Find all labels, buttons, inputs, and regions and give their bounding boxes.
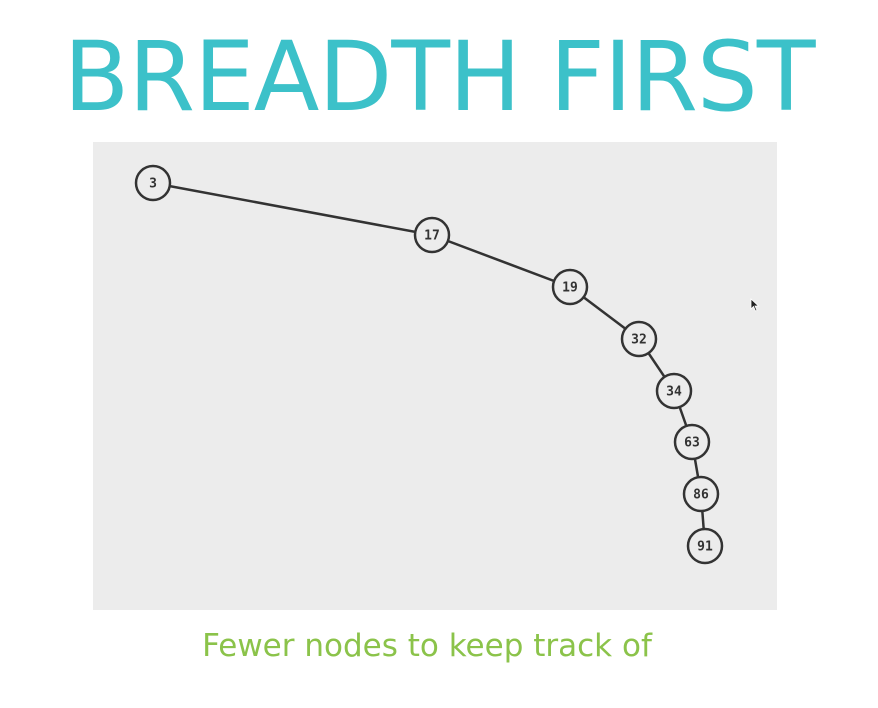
slide-subtitle: Fewer nodes to keep track of [202,628,652,664]
node-circle [413,216,451,254]
node-circle [620,320,658,358]
node-label: 86 [693,488,709,503]
edge-n17-n19 [431,233,571,289]
node-circle [134,164,172,202]
node-label: 17 [424,229,440,244]
edge-n3-n17 [152,181,433,237]
tree-node-19: 19 [551,268,589,306]
nodes-layer: 3 17 19 32 34 63 86 91 [134,164,724,565]
tree-node-34: 34 [655,372,693,410]
node-circle [673,423,711,461]
tree-node-91: 91 [686,527,724,565]
node-label: 63 [684,436,700,451]
node-circle [686,527,724,565]
tree-node-32: 32 [620,320,658,358]
tree-diagram-panel: 3 17 19 32 34 63 86 91 [93,142,777,610]
node-label: 19 [562,281,578,296]
node-label: 34 [666,385,682,400]
tree-diagram: 3 17 19 32 34 63 86 91 [134,164,724,565]
node-circle [682,475,720,513]
tree-node-86: 86 [682,475,720,513]
mouse-pointer-icon [750,298,760,317]
slide-title: BREADTH FIRST [63,21,816,133]
tree-node-17: 17 [413,216,451,254]
node-circle [551,268,589,306]
node-circle [655,372,693,410]
node-label: 91 [697,540,713,555]
tree-node-63: 63 [673,423,711,461]
tree-node-3: 3 [134,164,172,202]
node-label: 32 [631,333,647,348]
node-label: 3 [149,177,157,192]
